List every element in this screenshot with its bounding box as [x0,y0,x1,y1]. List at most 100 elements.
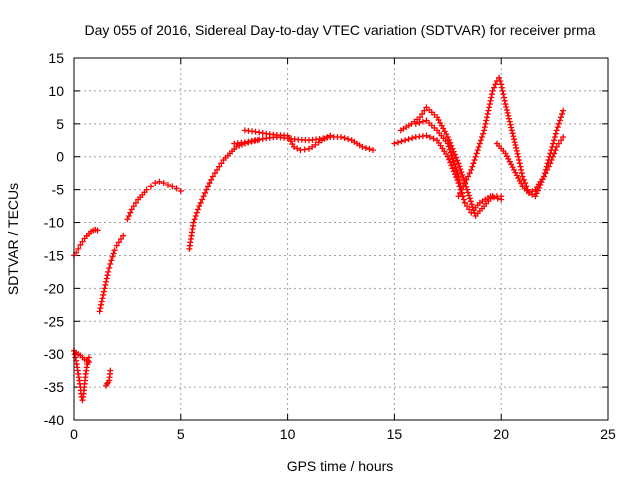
data-point [143,186,150,193]
data-point [366,146,373,153]
data-point [447,149,454,156]
grid-layer [74,58,608,420]
data-point [492,81,499,88]
data-point [559,110,566,117]
data-point [85,359,92,366]
data-point [305,145,312,152]
data-point [194,206,201,213]
data-point [430,135,437,142]
data-point [455,173,462,180]
data-point [291,143,298,150]
data-point [505,112,512,119]
data-point [501,94,508,101]
data-point [460,196,467,203]
data-point [516,160,523,167]
data-point [256,136,263,143]
y-tick-label: 10 [48,83,64,99]
data-point [497,78,504,85]
data-point [444,133,451,140]
data-point [405,136,412,143]
data-point [218,160,225,167]
data-point [549,153,556,160]
data-point [130,203,137,210]
data-point [421,107,428,114]
data-point [125,212,132,219]
series-seg-late [493,133,567,196]
data-point [507,121,514,128]
data-point [515,153,522,160]
data-point [459,172,466,179]
data-point [499,87,506,94]
data-point [518,170,525,177]
data-point [446,146,453,153]
data-point [461,199,468,206]
data-point [511,136,518,143]
y-tick-label: -40 [44,412,64,428]
data-point [444,153,451,160]
series-seg-evening-c [412,117,466,200]
data-point [458,186,465,193]
data-point [214,166,221,173]
y-tick-label: -35 [44,379,64,395]
data-point [402,137,409,144]
data-point [193,209,200,216]
data-point [416,119,423,126]
data-point [529,188,536,195]
data-point [345,136,352,143]
series-seg-second-rise [96,232,127,315]
data-point [448,152,455,159]
data-point [106,264,113,271]
data-point [259,130,266,137]
data-point [465,173,472,180]
data-point [107,261,114,268]
data-point [502,101,509,108]
data-point [553,127,560,134]
data-point [197,199,204,206]
data-point [457,166,464,173]
data-point [102,282,109,289]
data-point [481,127,488,134]
data-point [483,114,490,121]
data-point [398,138,405,145]
tick-layer: 0 5 10 15 20 25 -40 -35 -30 -25 -20 -15 -10 -5 0 5 10 15 [44,50,616,442]
data-point [449,145,456,152]
data-point [460,183,467,190]
data-point [550,137,557,144]
data-point [417,114,424,121]
y-tick-label: -25 [44,313,64,329]
data-point [455,160,462,167]
data-point [449,165,456,172]
data-point [104,272,111,279]
data-point [77,241,84,248]
data-point [423,132,430,139]
data-point [252,137,259,144]
data-point [524,186,531,193]
data-point [259,135,266,142]
data-point [464,186,471,193]
data-point [108,257,115,264]
data-point [72,354,79,361]
data-point [391,140,398,147]
data-point [173,185,180,192]
data-point [103,278,110,285]
y-tick-label: -30 [44,346,64,362]
data-point [445,136,452,143]
data-point [477,137,484,144]
data-point [208,176,215,183]
data-point [467,198,474,205]
data-point [466,195,473,202]
data-point [461,180,468,187]
data-point [96,308,103,315]
data-point [464,189,471,196]
data-point [312,141,319,148]
data-point [98,301,105,308]
data-point [466,170,473,177]
data-point [409,135,416,142]
x-tick-label: 10 [280,426,296,442]
data-point [469,204,476,211]
data-point [453,167,460,174]
data-point [545,163,552,170]
data-point [205,183,212,190]
data-point [475,143,482,150]
data-point [469,163,476,170]
